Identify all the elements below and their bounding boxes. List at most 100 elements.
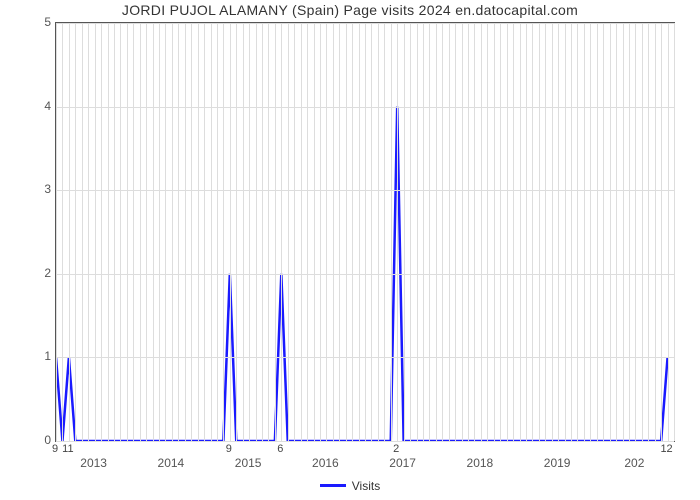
- grid-line-v: [204, 23, 205, 441]
- grid-line-v: [552, 23, 553, 441]
- chart-title: JORDI PUJOL ALAMANY (Spain) Page visits …: [0, 2, 700, 18]
- grid-line-v: [610, 23, 611, 441]
- x-tick-label: 202: [624, 456, 644, 470]
- grid-line-v: [236, 23, 237, 441]
- grid-line-v: [507, 23, 508, 441]
- grid-line-v: [268, 23, 269, 441]
- grid-line-v: [249, 23, 250, 441]
- grid-line-v: [661, 23, 662, 441]
- grid-line-v: [146, 23, 147, 441]
- legend-label: Visits: [352, 479, 380, 493]
- grid-line-v: [198, 23, 199, 441]
- grid-line-v: [462, 23, 463, 441]
- grid-line-v: [281, 23, 282, 441]
- grid-line-v: [294, 23, 295, 441]
- grid-line-v: [526, 23, 527, 441]
- grid-line-v: [339, 23, 340, 441]
- grid-line-v: [288, 23, 289, 441]
- grid-line-v: [301, 23, 302, 441]
- grid-line-v: [69, 23, 70, 441]
- grid-line-v: [365, 23, 366, 441]
- grid-line-v: [481, 23, 482, 441]
- grid-line-v: [603, 23, 604, 441]
- y-tick-label: 1: [11, 349, 51, 363]
- grid-line-v: [211, 23, 212, 441]
- grid-line-v: [178, 23, 179, 441]
- legend-swatch: [320, 484, 346, 487]
- y-tick-label: 2: [11, 266, 51, 280]
- grid-line-v: [417, 23, 418, 441]
- grid-line-v: [185, 23, 186, 441]
- grid-line-v: [623, 23, 624, 441]
- grid-line-v: [120, 23, 121, 441]
- grid-line-v: [378, 23, 379, 441]
- grid-line-v: [436, 23, 437, 441]
- grid-line-v: [95, 23, 96, 441]
- grid-line-h: [56, 441, 674, 442]
- grid-line-v: [597, 23, 598, 441]
- value-label: 9: [52, 443, 58, 455]
- grid-line-v: [474, 23, 475, 441]
- value-label: 9: [226, 443, 232, 455]
- grid-line-v: [359, 23, 360, 441]
- x-tick-label: 2014: [158, 456, 185, 470]
- grid-line-v: [101, 23, 102, 441]
- grid-line-v: [455, 23, 456, 441]
- grid-line-v: [75, 23, 76, 441]
- value-label: 2: [393, 443, 399, 455]
- grid-line-v: [346, 23, 347, 441]
- grid-line-v: [159, 23, 160, 441]
- grid-line-v: [172, 23, 173, 441]
- grid-line-v: [133, 23, 134, 441]
- grid-line-v: [191, 23, 192, 441]
- grid-line-v: [256, 23, 257, 441]
- value-label: 6: [277, 443, 283, 455]
- grid-line-v: [558, 23, 559, 441]
- grid-line-v: [590, 23, 591, 441]
- grid-line-v: [635, 23, 636, 441]
- x-tick-label: 2018: [467, 456, 494, 470]
- grid-line-v: [629, 23, 630, 441]
- grid-line-v: [307, 23, 308, 441]
- value-label: 11: [62, 443, 73, 455]
- grid-line-v: [326, 23, 327, 441]
- legend: Visits: [0, 478, 700, 493]
- x-tick-label: 2017: [389, 456, 416, 470]
- grid-line-v: [423, 23, 424, 441]
- x-tick-label: 2016: [312, 456, 339, 470]
- y-tick-label: 4: [11, 99, 51, 113]
- value-label: 12: [660, 443, 672, 455]
- grid-line-v: [449, 23, 450, 441]
- plot-area: [55, 22, 675, 442]
- grid-line-v: [153, 23, 154, 441]
- grid-line-v: [397, 23, 398, 441]
- grid-line-v: [82, 23, 83, 441]
- grid-line-v: [487, 23, 488, 441]
- grid-line-v: [243, 23, 244, 441]
- grid-line-v: [114, 23, 115, 441]
- grid-line-v: [320, 23, 321, 441]
- grid-line-v: [217, 23, 218, 441]
- grid-line-v: [371, 23, 372, 441]
- grid-line-v: [429, 23, 430, 441]
- grid-line-v: [539, 23, 540, 441]
- grid-line-v: [571, 23, 572, 441]
- grid-line-v: [56, 23, 57, 441]
- x-tick-label: 2015: [235, 456, 262, 470]
- grid-line-v: [314, 23, 315, 441]
- y-tick-label: 5: [11, 15, 51, 29]
- grid-line-v: [442, 23, 443, 441]
- grid-line-v: [391, 23, 392, 441]
- grid-line-v: [468, 23, 469, 441]
- grid-line-v: [500, 23, 501, 441]
- grid-line-v: [404, 23, 405, 441]
- grid-line-v: [674, 23, 675, 441]
- x-tick-label: 2013: [80, 456, 107, 470]
- grid-line-v: [584, 23, 585, 441]
- grid-line-v: [384, 23, 385, 441]
- grid-line-v: [545, 23, 546, 441]
- grid-line-v: [655, 23, 656, 441]
- grid-line-v: [616, 23, 617, 441]
- grid-line-v: [577, 23, 578, 441]
- grid-line-v: [223, 23, 224, 441]
